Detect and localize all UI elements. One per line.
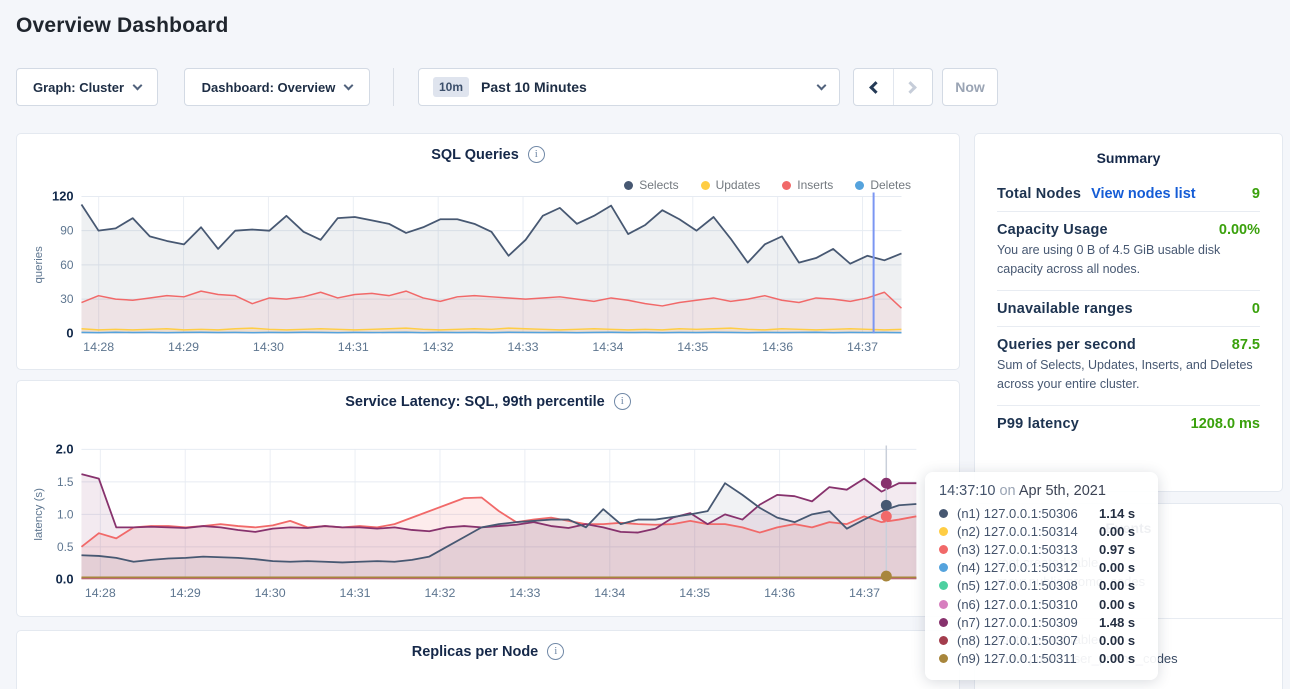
summary-panel: Summary Total Nodes View nodes list 9 Ca… xyxy=(974,133,1283,492)
svg-text:queries: queries xyxy=(33,246,45,284)
chevron-down-icon xyxy=(817,80,827,90)
svg-text:14:28: 14:28 xyxy=(83,340,114,354)
series-dot-icon xyxy=(939,527,948,536)
svg-text:14:30: 14:30 xyxy=(253,340,284,354)
tooltip-timestamp: 14:37:10 on Apr 5th, 2021 xyxy=(939,483,1144,499)
qps-value: 87.5 xyxy=(1232,337,1260,353)
svg-text:14:32: 14:32 xyxy=(423,340,454,354)
summary-row-qps: Queries per second 87.5 xyxy=(997,327,1260,356)
svg-text:latency (s): latency (s) xyxy=(33,488,45,541)
unavailable-ranges-value: 0 xyxy=(1252,301,1260,317)
summary-panel-title: Summary xyxy=(975,134,1282,172)
tooltip-row: (n6) 127.0.0.1:503100.00 s xyxy=(939,595,1144,613)
tooltip-row: (n4) 127.0.0.1:503120.00 s xyxy=(939,559,1144,577)
capacity-usage-label: Capacity Usage xyxy=(997,222,1108,238)
svg-text:2.0: 2.0 xyxy=(56,441,74,456)
p99-latency-label: P99 latency xyxy=(997,416,1079,432)
service-latency-chart[interactable]: 14:28 14:29 14:30 14:31 14:32 14:33 14:34 14:35… xyxy=(17,381,959,616)
time-window-badge: 10m xyxy=(433,77,469,97)
sql-queries-chart[interactable]: 14:28 14:29 14:30 14:31 14:32 14:33 14:34 14:35… xyxy=(17,134,959,369)
tooltip-row: (n7) 127.0.0.1:503091.48 s xyxy=(939,613,1144,631)
svg-text:14:35: 14:35 xyxy=(677,340,708,354)
tooltip-row: (n8) 127.0.0.1:503070.00 s xyxy=(939,631,1144,649)
chevron-right-icon xyxy=(905,81,918,94)
replicas-per-node-title: Replicas per Node xyxy=(412,644,539,660)
series-dot-icon xyxy=(939,545,948,554)
view-nodes-list-link[interactable]: View nodes list xyxy=(1091,186,1196,202)
svg-text:14:37: 14:37 xyxy=(847,340,878,354)
summary-row-p99: P99 latency 1208.0 ms xyxy=(997,406,1260,441)
svg-text:14:29: 14:29 xyxy=(168,340,199,354)
chevron-down-icon xyxy=(133,80,143,90)
summary-row-total-nodes: Total Nodes View nodes list 9 xyxy=(997,176,1260,211)
svg-text:14:36: 14:36 xyxy=(762,340,793,354)
svg-text:120: 120 xyxy=(52,188,73,203)
chevron-left-icon xyxy=(869,81,882,94)
svg-text:30: 30 xyxy=(60,292,74,306)
svg-text:14:36: 14:36 xyxy=(764,586,795,600)
chart-hover-tooltip: 14:37:10 on Apr 5th, 2021 (n1) 127.0.0.1… xyxy=(925,472,1158,680)
tooltip-row: (n9) 127.0.0.1:503110.00 s xyxy=(939,650,1144,668)
svg-text:14:32: 14:32 xyxy=(424,586,455,600)
time-window-dropdown[interactable]: 10m Past 10 Minutes xyxy=(418,68,840,106)
total-nodes-label: Total Nodes xyxy=(997,186,1081,202)
series-dot-icon xyxy=(939,618,948,627)
svg-text:14:33: 14:33 xyxy=(508,340,539,354)
chevron-down-icon xyxy=(344,80,354,90)
previous-timeframe-button[interactable] xyxy=(854,69,893,105)
svg-text:1.0: 1.0 xyxy=(57,507,74,521)
tooltip-row: (n3) 127.0.0.1:503130.97 s xyxy=(939,540,1144,558)
svg-text:0: 0 xyxy=(66,325,73,340)
svg-text:14:31: 14:31 xyxy=(338,340,369,354)
qps-description: Sum of Selects, Updates, Inserts, and De… xyxy=(997,356,1260,405)
series-dot-icon xyxy=(939,600,948,609)
svg-text:90: 90 xyxy=(60,224,74,238)
qps-label: Queries per second xyxy=(997,337,1136,353)
tooltip-row: (n2) 127.0.0.1:503140.00 s xyxy=(939,522,1144,540)
series-dot-icon xyxy=(939,636,948,645)
p99-latency-value: 1208.0 ms xyxy=(1191,416,1260,432)
summary-row-unavailable: Unavailable ranges 0 xyxy=(997,291,1260,326)
svg-text:0.5: 0.5 xyxy=(57,540,74,554)
series-dot-icon xyxy=(939,654,948,663)
time-step-buttons xyxy=(853,68,933,106)
svg-text:14:30: 14:30 xyxy=(255,586,286,600)
service-latency-card: Service Latency: SQL, 99th percentile i … xyxy=(16,380,960,617)
unavailable-ranges-label: Unavailable ranges xyxy=(997,301,1133,317)
svg-text:0.0: 0.0 xyxy=(56,571,74,586)
series-dot-icon xyxy=(939,509,948,518)
series-dot-icon xyxy=(939,563,948,572)
svg-text:14:34: 14:34 xyxy=(594,586,625,600)
now-button[interactable]: Now xyxy=(942,68,998,106)
svg-text:1.5: 1.5 xyxy=(57,475,74,489)
toolbar-divider xyxy=(393,68,394,106)
capacity-usage-description: You are using 0 B of 4.5 GiB usable disk… xyxy=(997,241,1260,290)
svg-text:14:28: 14:28 xyxy=(85,586,116,600)
tooltip-row: (n5) 127.0.0.1:503080.00 s xyxy=(939,577,1144,595)
svg-text:14:34: 14:34 xyxy=(592,340,623,354)
summary-row-capacity: Capacity Usage 0.00% xyxy=(997,212,1260,241)
sql-queries-card: SQL Queries i SelectsUpdatesInsertsDelet… xyxy=(16,133,960,370)
graph-dropdown[interactable]: Graph: Cluster xyxy=(16,68,158,106)
capacity-usage-value: 0.00% xyxy=(1219,222,1260,238)
svg-text:14:37: 14:37 xyxy=(849,586,880,600)
next-timeframe-button[interactable] xyxy=(893,69,932,105)
svg-text:14:35: 14:35 xyxy=(679,586,710,600)
replicas-per-node-card: Replicas per Node i xyxy=(16,630,960,689)
info-icon[interactable]: i xyxy=(547,643,564,660)
svg-text:14:31: 14:31 xyxy=(340,586,371,600)
time-window-label: Past 10 Minutes xyxy=(481,79,587,95)
svg-text:60: 60 xyxy=(60,258,74,272)
svg-text:14:29: 14:29 xyxy=(170,586,201,600)
series-dot-icon xyxy=(939,581,948,590)
graph-dropdown-label: Graph: Cluster xyxy=(33,80,124,95)
total-nodes-value: 9 xyxy=(1252,186,1260,202)
page-title: Overview Dashboard xyxy=(16,14,229,38)
dashboard-dropdown-label: Dashboard: Overview xyxy=(202,80,336,95)
dashboard-dropdown[interactable]: Dashboard: Overview xyxy=(184,68,370,106)
tooltip-row: (n1) 127.0.0.1:503061.14 s xyxy=(939,504,1144,522)
svg-text:14:33: 14:33 xyxy=(509,586,540,600)
